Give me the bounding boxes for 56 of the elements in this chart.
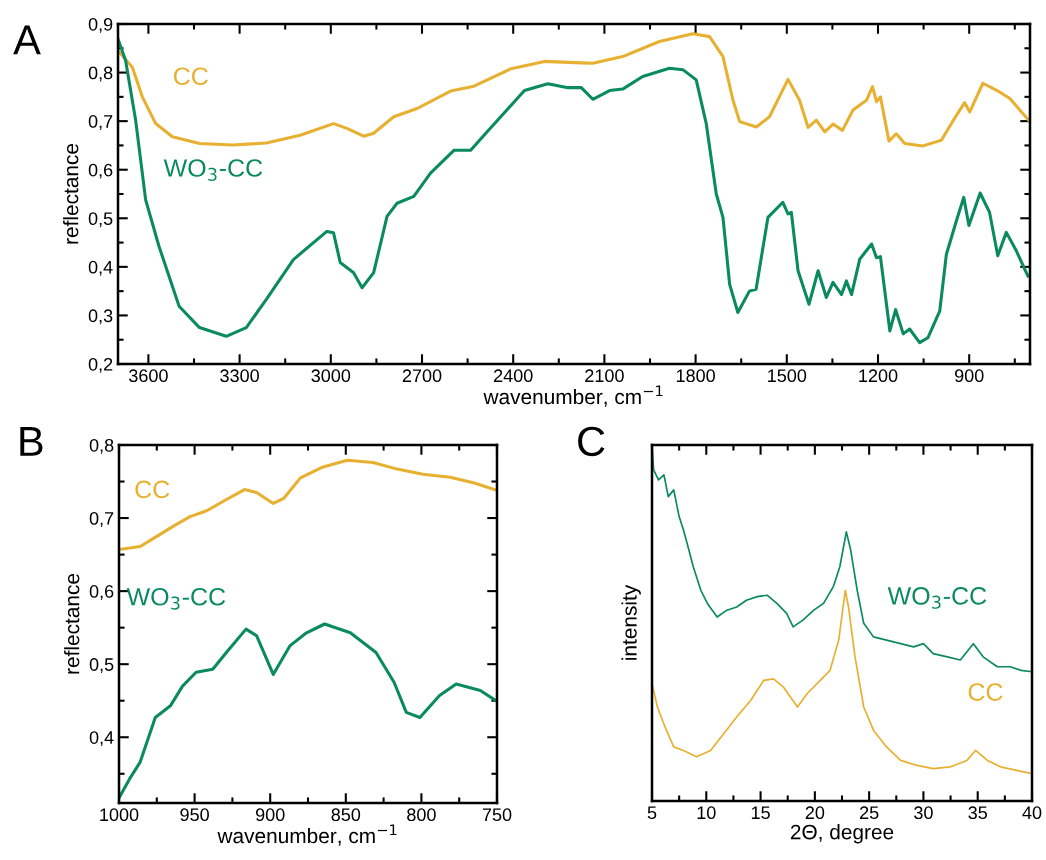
x-tick-label: 800 (407, 808, 436, 822)
series-label: WO$_{3}$-CC (887, 587, 987, 609)
x-tick-label: 35 (968, 806, 987, 820)
line-series (119, 622, 497, 800)
x-tick-label: 900 (255, 808, 285, 822)
y-tick-label: 0,4 (89, 731, 114, 747)
y-tick-label: 0,8 (88, 66, 113, 82)
y-tick-label: 0,5 (89, 658, 114, 674)
x-axis-title: wavenumber, cm$^{−1}$ (217, 824, 397, 846)
x-tick-label: 3300 (220, 369, 259, 383)
chart-title: C (578, 426, 605, 457)
x-tick-label: 750 (482, 808, 512, 822)
x-tick-label: 15 (751, 806, 770, 820)
x-tick-label: 950 (180, 808, 209, 822)
x-tick-label: 2700 (402, 369, 442, 383)
series-label: CC (173, 67, 208, 86)
x-tick-label: 1800 (676, 369, 715, 383)
x-tick-label: 1500 (768, 369, 807, 383)
series-label: CC (135, 480, 170, 499)
y-tick-label: 0,7 (89, 512, 114, 527)
x-tick-label: 2400 (494, 369, 533, 383)
text: CC (968, 683, 1003, 701)
x-tick-label: 10 (697, 806, 716, 820)
x-axis-title: wavenumber, cm$^{−1}$ (483, 385, 663, 407)
line-series (118, 32, 1030, 148)
y-tick-label: 0,5 (88, 212, 113, 228)
x-tick-label: 20 (805, 806, 825, 820)
y-tick-label: 0,3 (88, 309, 113, 325)
y-tick-label: 0,9 (88, 17, 113, 33)
line-series (119, 458, 497, 552)
series-label: WO$_{3}$-CC (163, 159, 263, 181)
x-tick-label: 900 (954, 369, 984, 383)
x-tick-label: 3600 (129, 369, 168, 383)
x-tick-label: 25 (860, 806, 879, 820)
x-tick-label: 30 (914, 806, 933, 820)
series-label: WO$_{3}$-CC (126, 587, 226, 610)
y-tick-label: 0,8 (89, 438, 114, 454)
y-axis-title: intensity (621, 584, 641, 660)
y-tick-label: 0,4 (88, 260, 113, 276)
x-tick-label: 3000 (311, 369, 351, 383)
y-axis-title: reflectance (63, 143, 79, 244)
y-tick-label: 0,2 (88, 357, 113, 373)
y-tick-label: 0,6 (88, 163, 113, 179)
y-axis-title: reflectance (64, 573, 80, 674)
x-tick-label: 1000 (100, 808, 139, 822)
chart-title: B (20, 427, 43, 456)
y-tick-label: 0,7 (88, 115, 113, 130)
x-tick-label: 40 (1022, 806, 1042, 820)
x-tick-label: 850 (331, 808, 361, 822)
x-tick-label: 2100 (585, 369, 624, 383)
x-axis-title: 2Θ, degree (790, 824, 894, 844)
line-series (118, 37, 1030, 345)
y-tick-label: 0,6 (89, 585, 114, 600)
chart-title: A (13, 25, 41, 55)
x-tick-label: 1200 (859, 369, 898, 383)
x-tick-label: 5 (647, 806, 657, 820)
